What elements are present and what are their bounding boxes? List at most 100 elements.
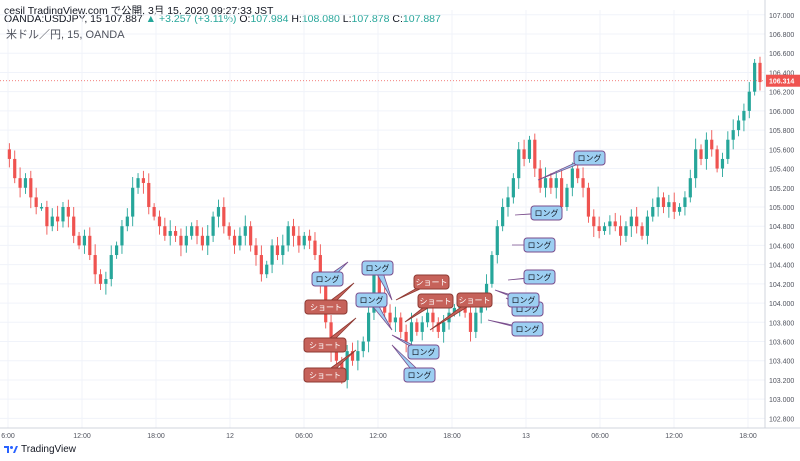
- candle-body: [517, 149, 521, 179]
- candle-body: [109, 255, 113, 280]
- long-callout[interactable]: ロング: [494, 289, 540, 308]
- callout-box: [530, 205, 563, 221]
- candle-body: [147, 182, 151, 207]
- candle-body: [345, 351, 349, 380]
- short-callout[interactable]: ショート: [395, 274, 450, 301]
- candle-body: [334, 351, 339, 361]
- last-price: 107.887: [104, 13, 143, 25]
- candle-body: [61, 206, 65, 222]
- chart-symbol-title: 米ドル／円, 15, OANDA: [6, 29, 125, 41]
- candle-body: [602, 226, 607, 232]
- candle-body: [286, 226, 290, 246]
- candle-body: [442, 322, 446, 332]
- candle-body: [715, 149, 719, 169]
- candle-body: [200, 235, 204, 246]
- candle-body: [270, 245, 274, 265]
- candle-body: [613, 221, 617, 227]
- long-callout[interactable]: ロング: [537, 150, 606, 181]
- callout-label: ロング: [578, 153, 602, 163]
- low-value: 107.878: [351, 13, 390, 25]
- candle-body: [586, 187, 591, 217]
- tradingview-logo-icon: [4, 446, 18, 453]
- long-callout[interactable]: ロング: [507, 269, 556, 285]
- price-tick-label: 104.600: [769, 243, 794, 250]
- candle-body: [409, 322, 414, 342]
- long-callout[interactable]: ロング: [487, 319, 544, 337]
- time-tick-label: 06:00: [591, 433, 609, 440]
- price-tick-label: 104.800: [769, 224, 794, 231]
- price-tick-label: 103.600: [769, 340, 794, 347]
- long-callout[interactable]: ロング: [391, 344, 436, 383]
- price-tick-label: 105.400: [769, 167, 794, 174]
- long-callout[interactable]: ロング: [355, 292, 393, 331]
- high-value: 108.080: [301, 13, 340, 25]
- candle-body: [490, 255, 494, 284]
- candle-body: [265, 264, 269, 275]
- short-callout[interactable]: ショート: [303, 317, 357, 353]
- short-callout[interactable]: ショート: [404, 293, 454, 323]
- short-callout[interactable]: ショート: [303, 349, 357, 383]
- candle-body: [254, 245, 258, 256]
- candle-body: [618, 226, 623, 236]
- callout-label: ショート: [309, 371, 341, 380]
- callout-label: ロング: [535, 208, 559, 218]
- candle-body: [7, 149, 11, 159]
- long-callout[interactable]: ロング: [512, 237, 556, 253]
- callout-label: ロング: [528, 272, 552, 282]
- symbol-label: OANDA:USDJPY, 15: [4, 13, 102, 25]
- candle-body: [688, 178, 692, 198]
- short-callout[interactable]: ショート: [304, 282, 355, 315]
- time-axis[interactable]: [0, 428, 800, 442]
- publish-info: cesil TradingView.com で公開, 3月 15, 2020 0…: [4, 5, 274, 17]
- short-callout[interactable]: ショート: [429, 292, 493, 331]
- callout-label: ロング: [516, 324, 540, 334]
- callout-box: [511, 321, 544, 337]
- tradingview-footer[interactable]: TradingView: [4, 444, 76, 455]
- callout-label: ロング: [316, 274, 340, 284]
- candle-body: [699, 149, 703, 159]
- candle-body: [366, 312, 371, 342]
- candle-body: [34, 197, 38, 207]
- candle-body: [350, 351, 355, 361]
- current-price-value: 106.314: [769, 79, 794, 86]
- candle-body: [50, 216, 54, 227]
- candle-body: [163, 226, 167, 236]
- callout-box: [403, 367, 436, 383]
- callout-label: ロング: [512, 295, 536, 305]
- candle-body: [425, 312, 430, 323]
- time-tick-label: 18:00: [739, 433, 757, 440]
- price-tick-label: 103.800: [769, 320, 794, 327]
- candle-body: [710, 139, 714, 150]
- candle-body: [29, 178, 33, 198]
- time-tick-label: 12: [226, 433, 234, 440]
- price-axis[interactable]: [765, 0, 800, 428]
- candle-body: [77, 235, 81, 246]
- candle-body: [431, 312, 435, 323]
- candle-body: [506, 197, 510, 207]
- candle-body: [377, 274, 381, 294]
- candle-body: [104, 279, 108, 284]
- candle-body: [136, 178, 140, 188]
- price-tick-label: 105.600: [769, 147, 794, 154]
- long-callout[interactable]: ロング: [311, 261, 349, 287]
- candle-body: [415, 322, 419, 332]
- candle-body: [195, 226, 199, 236]
- callout-label: ロング: [408, 370, 432, 380]
- candle-body: [356, 351, 360, 361]
- candle-body: [608, 221, 612, 227]
- candle-body: [275, 245, 280, 256]
- long-callout[interactable]: ロング: [391, 334, 440, 360]
- price-tick-label: 107.000: [769, 13, 794, 20]
- close-label: C:: [392, 13, 403, 25]
- candle-body: [581, 178, 585, 188]
- candle-body: [361, 341, 365, 352]
- callout-box: [523, 269, 556, 285]
- candle-body: [694, 149, 698, 179]
- candle-body: [683, 197, 687, 207]
- long-callout[interactable]: ロング: [361, 260, 394, 301]
- callout-box: [417, 293, 454, 309]
- candle-body: [736, 120, 741, 131]
- long-callout[interactable]: ロング: [514, 205, 563, 221]
- candle-body: [436, 322, 440, 332]
